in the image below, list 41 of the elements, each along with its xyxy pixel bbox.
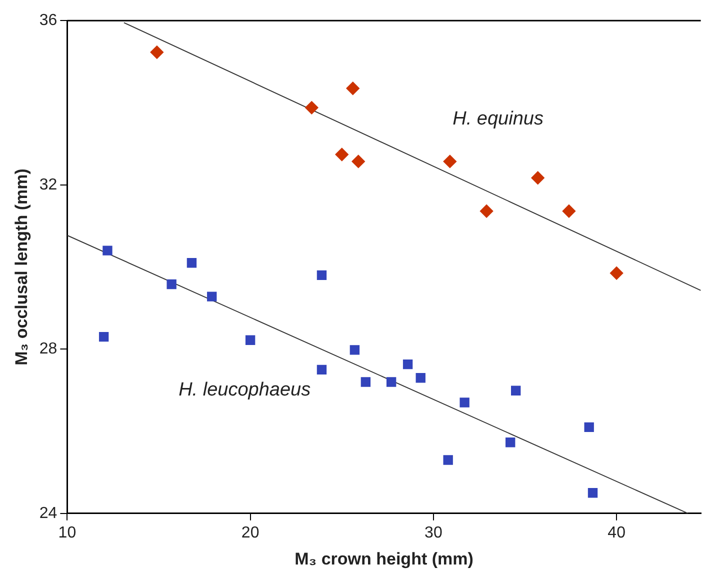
point: [350, 345, 360, 355]
point: [102, 246, 112, 256]
point: [335, 148, 348, 162]
x-axis-title: M₃ crown height (mm): [294, 549, 474, 568]
point: [584, 422, 594, 432]
point: [166, 279, 176, 290]
point: [511, 386, 521, 396]
y-tick-label: 24: [39, 504, 58, 522]
point: [443, 455, 453, 465]
annotation: H. leucophaeus: [178, 379, 312, 400]
point: [402, 359, 413, 370]
point: [245, 335, 256, 345]
point: [480, 204, 494, 218]
x-tick-label: 30: [424, 524, 442, 542]
x-tick-label: 10: [58, 524, 76, 542]
point: [562, 204, 576, 218]
y-tick-label: 32: [39, 176, 58, 194]
point: [207, 292, 217, 302]
point: [360, 377, 371, 387]
point: [460, 398, 470, 408]
point: [346, 82, 360, 95]
y-tick-label: 28: [39, 340, 58, 358]
x-tick-label: 40: [608, 524, 626, 542]
annotation: H. equinus: [452, 108, 544, 130]
point: [150, 46, 164, 59]
point: [588, 488, 598, 498]
x-tick-label: 20: [241, 524, 260, 542]
point: [416, 373, 426, 383]
point: [531, 171, 544, 184]
point: [506, 438, 516, 448]
y-axis-title: M₃ occlusal length (mm): [12, 168, 31, 366]
point: [186, 258, 197, 268]
point: [352, 154, 365, 168]
point: [316, 364, 327, 375]
point: [316, 270, 327, 280]
point: [305, 101, 318, 114]
point: [443, 154, 457, 168]
point: [610, 266, 624, 280]
point: [98, 332, 109, 342]
y-tick-label: 36: [39, 12, 58, 30]
point: [386, 377, 396, 387]
